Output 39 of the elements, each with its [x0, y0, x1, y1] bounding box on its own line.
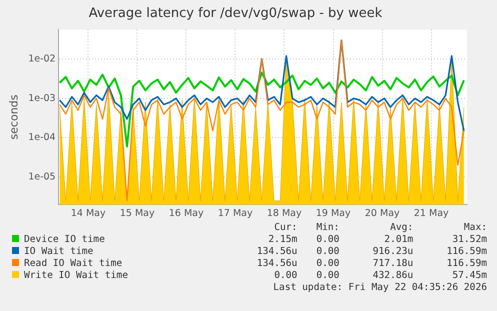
x-tick-label: 20 May [364, 208, 400, 219]
y-axis-title: seconds [7, 94, 20, 140]
text: 0.00 [315, 258, 340, 270]
text: 57.45m [451, 270, 487, 282]
x-tick-label: 18 May [266, 208, 302, 219]
text: 2.01m [383, 234, 414, 246]
text: 31.52m [451, 234, 487, 246]
y-tick-label: 1e-02 [28, 54, 56, 65]
x-tick-label: 16 May [168, 208, 204, 219]
x-tick-label: 15 May [120, 208, 155, 219]
text: Last update: Fri May 22 04:35:26 2026 [272, 282, 487, 294]
y-tick-label: 1e-05 [28, 172, 56, 183]
legend-label: IO Wait time [23, 246, 94, 258]
text: 134.56u [256, 246, 298, 258]
x-tick-label: 19 May [316, 208, 351, 219]
text: 432.86u [372, 270, 414, 282]
text: Avg: [389, 222, 414, 234]
text: Cur: [273, 222, 298, 234]
text: Min: [315, 222, 340, 234]
chart-title: Average latency for /dev/vg0/swap - by week [88, 6, 383, 22]
text: 0.00 [315, 234, 340, 246]
x-tick-label: 17 May [218, 208, 253, 219]
x-tick-label: 21 May [414, 208, 450, 219]
legend-label: Write IO Wait time [23, 270, 129, 282]
text: 717.18u [372, 258, 414, 270]
text: 116.59m [446, 246, 487, 258]
text: 2.15m [267, 234, 298, 246]
text: 0.00 [315, 246, 340, 258]
x-tick-label: 14 May [70, 208, 106, 219]
text: 116.59m [446, 258, 487, 270]
legend-label: Device IO time [23, 234, 106, 246]
text: 916.23u [372, 246, 414, 258]
text: 0.00 [315, 270, 340, 282]
text: 0.00 [273, 270, 298, 282]
y-tick-label: 1e-03 [28, 92, 56, 104]
text: 134.56u [256, 258, 298, 270]
legend-label: Read IO Wait time [23, 258, 124, 270]
y-tick-label: 1e-04 [28, 132, 56, 144]
text: Max: [462, 222, 487, 234]
